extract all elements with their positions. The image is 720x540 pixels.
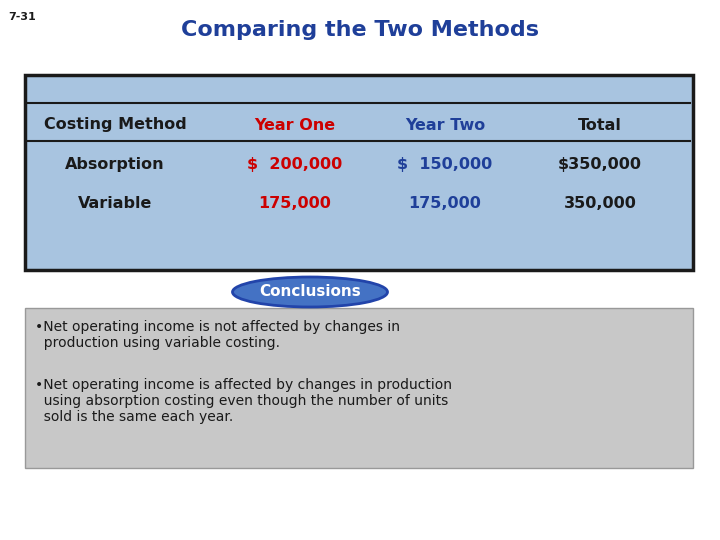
Text: 7-31: 7-31 — [8, 12, 36, 22]
Text: $350,000: $350,000 — [558, 158, 642, 172]
FancyBboxPatch shape — [25, 308, 693, 468]
Text: Year One: Year One — [254, 118, 336, 132]
Text: Absorption: Absorption — [66, 158, 165, 172]
Text: 350,000: 350,000 — [564, 195, 636, 211]
Text: Variable: Variable — [78, 195, 152, 211]
Text: 175,000: 175,000 — [408, 195, 482, 211]
FancyBboxPatch shape — [25, 75, 693, 270]
Text: Conclusions: Conclusions — [259, 285, 361, 300]
Text: Comparing the Two Methods: Comparing the Two Methods — [181, 20, 539, 40]
Text: •Net operating income is not affected by changes in
  production using variable : •Net operating income is not affected by… — [35, 320, 400, 350]
Ellipse shape — [233, 277, 387, 307]
Text: Total: Total — [578, 118, 622, 132]
Text: $  200,000: $ 200,000 — [248, 158, 343, 172]
Text: 175,000: 175,000 — [258, 195, 331, 211]
Text: $  150,000: $ 150,000 — [397, 158, 492, 172]
Text: Year Two: Year Two — [405, 118, 485, 132]
Text: •Net operating income is affected by changes in production
  using absorption co: •Net operating income is affected by cha… — [35, 378, 452, 424]
Text: Costing Method: Costing Method — [44, 118, 186, 132]
